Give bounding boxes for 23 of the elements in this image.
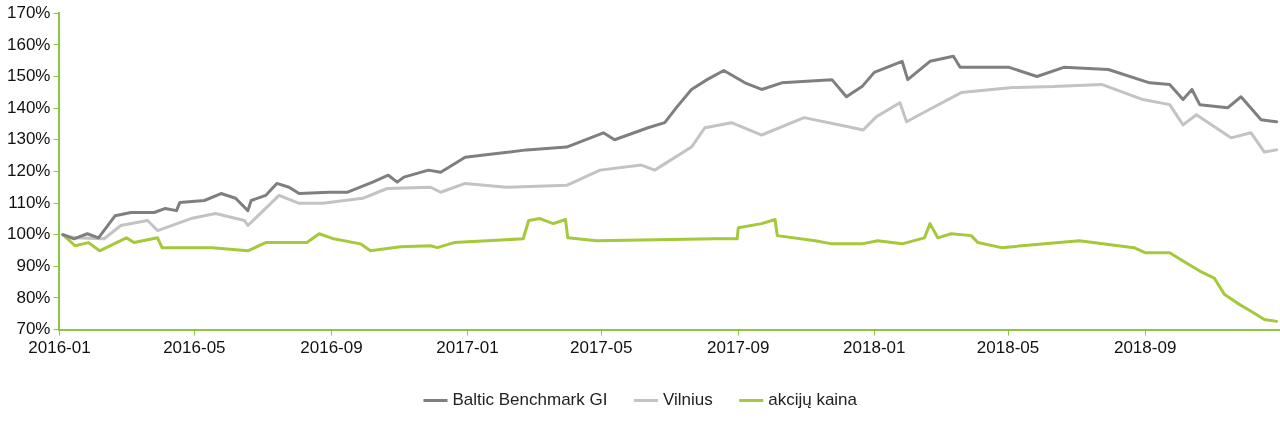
x-tick-label: 2017-05 [569, 338, 633, 358]
y-tick-label: 160% [7, 34, 51, 54]
y-tick-label: 80% [16, 287, 51, 307]
y-tick-label: 110% [8, 192, 51, 212]
x-tick-label: 2018-01 [843, 338, 906, 358]
y-tick-label: 120% [7, 161, 51, 181]
y-tick-label: 100% [7, 224, 51, 244]
y-tick-label: 140% [7, 97, 51, 117]
y-tick-label: 150% [7, 66, 51, 86]
x-tick-label: 2016-09 [300, 338, 363, 358]
x-tick-label: 2017-01 [436, 338, 499, 358]
x-tick-label: 2018-09 [1113, 338, 1177, 358]
x-tick-label: 2018-05 [976, 338, 1040, 358]
legend-label: akcijų kaina [768, 390, 858, 410]
y-tick-label: 170% [7, 2, 51, 22]
legend-label: Baltic Benchmark GI [452, 390, 608, 410]
legend-label: Vilnius [662, 390, 713, 410]
x-tick-label: 2017-09 [707, 338, 770, 358]
x-tick-label: 2016-05 [163, 338, 226, 358]
x-tick-label: 2016-01 [28, 338, 91, 358]
y-tick-label: 90% [16, 256, 51, 276]
y-tick-label: 130% [7, 129, 51, 149]
y-tick-label: 70% [16, 319, 51, 339]
